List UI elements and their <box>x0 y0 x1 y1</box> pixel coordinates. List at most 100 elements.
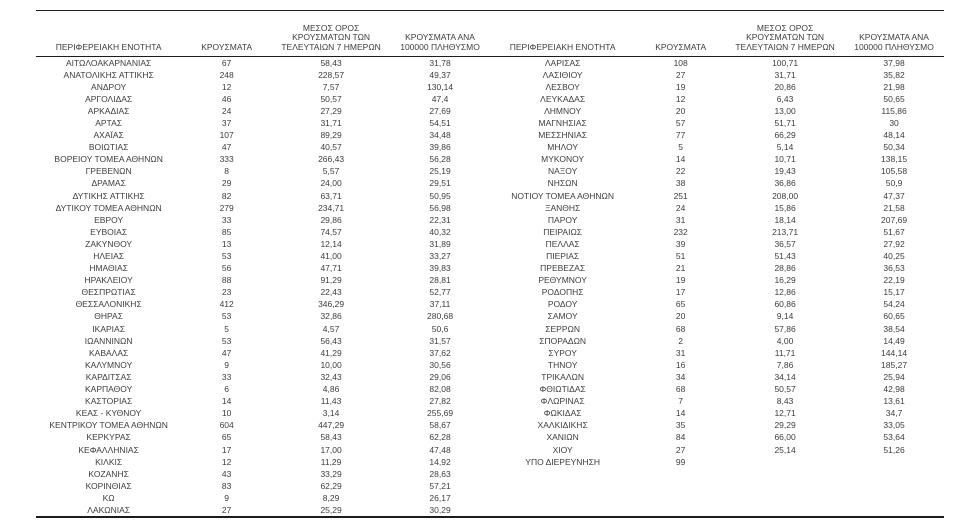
avg-7day-cell: 8,43 <box>776 396 794 407</box>
region-cell: ΑΡΚΑΔΙΑΣ <box>87 105 130 116</box>
cases-cell: 24 <box>221 105 232 116</box>
table-row: ΚΑΣΤΟΡΙΑΣ 14 11,43 27,82 <box>36 395 490 407</box>
cases-cell: 84 <box>675 432 686 443</box>
col-header-avg-7day: ΜΕΣΟΣ ΟΡΟΣ ΚΡΟΥΣΜΑΤΩΝ ΤΩΝ ΤΕΛΕΥΤΑΙΩΝ 7 Η… <box>272 11 391 57</box>
per-100k-cell: 53,64 <box>883 432 905 443</box>
region-cell: ΣΑΜΟΥ <box>547 311 578 322</box>
per-100k-cell: 47,4 <box>431 93 449 104</box>
per-100k-cell: 27,82 <box>429 396 451 407</box>
cases-cell: 68 <box>675 323 686 334</box>
region-cell: ΝΑΞΟΥ <box>547 166 578 177</box>
region-cell: ΑΡΓΟΛΙΔΑΣ <box>85 93 133 104</box>
region-cell: ΠΡΕΒΕΖΑΣ <box>540 263 586 274</box>
avg-7day-cell: 63,71 <box>320 190 342 201</box>
table-row: ΚΑΡΔΙΤΣΑΣ 33 32,43 29,06 <box>36 371 490 383</box>
table-row: ΖΑΚΥΝΘΟΥ 13 12,14 31,89 <box>36 238 490 250</box>
region-cell: ΛΕΥΚΑΔΑΣ <box>540 93 586 104</box>
region-cell: ΦΛΩΡΙΝΑΣ <box>540 396 585 407</box>
cases-cell: 88 <box>221 275 232 286</box>
region-cell: ΝΟΤΙΟΥ ΤΟΜΕΑ ΑΘΗΝΩΝ <box>511 190 614 201</box>
avg-7day-cell: 18,14 <box>774 214 796 225</box>
avg-7day-cell: 447,29 <box>318 420 345 431</box>
region-cell: ΤΗΝΟΥ <box>547 359 578 370</box>
per-100k-cell: 50,9 <box>885 178 903 189</box>
avg-7day-cell: 31,71 <box>320 117 342 128</box>
region-cell: ΘΕΣΣΑΛΟΝΙΚΗΣ <box>75 299 142 310</box>
col-header-per-100k: ΚΡΟΥΣΜΑΤΑ ΑΝΑ 100000 ΠΛΗΘΥΣΜΟ <box>390 11 490 57</box>
cases-cell: 107 <box>219 130 234 141</box>
avg-7day-cell: 28,86 <box>774 263 796 274</box>
per-100k-cell: 22,31 <box>429 214 451 225</box>
table-row: ΚΑΒΑΛΑΣ 47 41,29 37,62 <box>36 347 490 359</box>
cases-cell: 17 <box>675 287 686 298</box>
avg-7day-cell: 20,86 <box>774 81 796 92</box>
cases-cell: 7 <box>678 396 684 407</box>
avg-7day-cell: 11,29 <box>320 456 342 467</box>
region-cell: ΚΑΡΔΙΤΣΑΣ <box>85 371 132 382</box>
per-100k-cell: 185,27 <box>881 359 908 370</box>
region-cell: ΗΜΑΘΙΑΣ <box>89 263 128 274</box>
per-100k-cell: 62,28 <box>429 432 451 443</box>
per-100k-cell: 50,95 <box>429 190 451 201</box>
per-100k-cell: 144,14 <box>881 347 908 358</box>
cases-cell: 19 <box>675 81 686 92</box>
table-row: ΚΟΡΙΝΘΙΑΣ 83 62,29 57,21 <box>36 480 490 492</box>
region-cell: ΣΠΟΡΑΔΩΝ <box>539 335 587 346</box>
table-row: ΛΑΡΙΣΑΣ 108 100,71 37,98 <box>490 56 944 69</box>
col-header-region-label: ΠΕΡΙΦΕΡΕΙΑΚΗ ΕΝΟΤΗΤΑ <box>509 41 616 52</box>
cases-cell: 22 <box>675 166 686 177</box>
table-row: ΔΥΤΙΚΗΣ ΑΤΤΙΚΗΣ 82 63,71 50,95 <box>36 190 490 202</box>
cases-cell: 31 <box>675 347 686 358</box>
avg-7day-cell: 9,14 <box>776 311 794 322</box>
table-row: ΔΡΑΜΑΣ 29 24,00 29,51 <box>36 177 490 189</box>
table-row: ΡΟΔΟΠΗΣ 17 12,86 15,17 <box>490 286 944 298</box>
cases-cell: 51 <box>675 251 686 261</box>
region-cell: ΚΟΖΑΝΗΣ <box>88 468 129 479</box>
table-row: ΙΚΑΡΙΑΣ 5 4,57 50,6 <box>36 323 490 335</box>
per-100k-cell: 54,24 <box>883 299 905 310</box>
per-100k-cell: 82,08 <box>429 384 451 395</box>
region-cell: ΚΙΛΚΙΣ <box>95 456 123 467</box>
avg-7day-cell: 13,00 <box>774 105 796 116</box>
table-row: ΠΑΡΟΥ 31 18,14 207,69 <box>490 214 944 226</box>
avg-7day-cell: 36,57 <box>774 238 796 249</box>
per-100k-cell: 31,89 <box>429 238 451 249</box>
per-100k-cell: 34,48 <box>429 130 451 141</box>
avg-7day-cell: 7,57 <box>322 81 340 92</box>
avg-7day-cell: 100,71 <box>772 57 799 68</box>
per-100k-cell: 30,56 <box>429 359 451 370</box>
cases-cell: 53 <box>221 251 232 261</box>
cases-cell: 27 <box>675 444 686 455</box>
per-100k-cell: 40,25 <box>883 251 905 261</box>
table-row: ΝΟΤΙΟΥ ΤΟΜΕΑ ΑΘΗΝΩΝ 251 208,00 47,37 <box>490 190 944 202</box>
avg-7day-cell: 19,43 <box>774 166 796 177</box>
region-cell: ΠΑΡΟΥ <box>547 214 578 225</box>
cases-cell: 2 <box>678 335 684 346</box>
per-100k-cell: 39,86 <box>429 142 451 153</box>
region-cell: ΦΩΚΙΔΑΣ <box>543 408 582 419</box>
per-100k-cell: 37,62 <box>429 347 451 358</box>
per-100k-cell: 50,34 <box>883 142 905 153</box>
regional-table-right: ΠΕΡΙΦΕΡΕΙΑΚΗ ΕΝΟΤΗΤΑ ΚΡΟΥΣΜΑΤΑ ΜΕΣΟΣ ΟΡΟ… <box>490 11 944 468</box>
avg-7day-cell: 66,29 <box>774 130 796 141</box>
col-header-cases: ΚΡΟΥΣΜΑΤΑ <box>181 11 273 57</box>
region-cell: ΛΗΜΝΟΥ <box>544 105 582 116</box>
per-100k-cell: 30,29 <box>429 504 451 515</box>
table-row: ΣΠΟΡΑΔΩΝ 2 4,00 14,49 <box>490 335 944 347</box>
table-row: ΜΗΛΟΥ 5 5,14 50,34 <box>490 141 944 153</box>
avg-7day-cell <box>726 456 844 468</box>
region-cell: ΧΑΝΙΩΝ <box>546 432 579 443</box>
cases-cell: 8 <box>224 166 230 177</box>
table-row: ΧΑΛΚΙΔΙΚΗΣ 35 29,29 33,05 <box>490 419 944 431</box>
cases-cell: 38 <box>675 178 686 189</box>
cases-cell: 12 <box>675 93 686 104</box>
region-cell: ΡΟΔΟΠΗΣ <box>541 287 584 298</box>
per-100k-cell: 51,67 <box>883 226 905 237</box>
region-cell: ΡΟΔΟΥ <box>547 299 578 310</box>
avg-7day-cell: 12,71 <box>774 408 796 419</box>
avg-7day-cell: 47,71 <box>320 263 342 274</box>
header-row: ΠΕΡΙΦΕΡΕΙΑΚΗ ΕΝΟΤΗΤΑ ΚΡΟΥΣΜΑΤΑ ΜΕΣΟΣ ΟΡΟ… <box>36 11 490 57</box>
per-100k-cell: 48,14 <box>883 130 905 141</box>
per-100k-cell: 105,58 <box>881 166 908 177</box>
region-cell: ΠΕΙΡΑΙΩΣ <box>543 226 583 237</box>
